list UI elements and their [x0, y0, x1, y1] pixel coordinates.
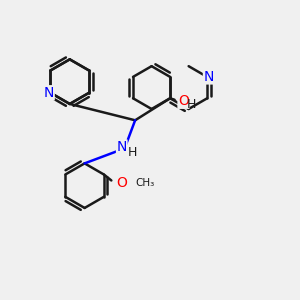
Text: N: N: [203, 70, 214, 84]
Text: H: H: [187, 98, 196, 111]
Text: N: N: [117, 140, 127, 154]
Text: N: N: [44, 86, 54, 100]
Text: CH₃: CH₃: [135, 178, 154, 188]
Text: O: O: [116, 176, 127, 190]
Text: O: O: [178, 94, 189, 108]
Text: H: H: [128, 146, 137, 160]
